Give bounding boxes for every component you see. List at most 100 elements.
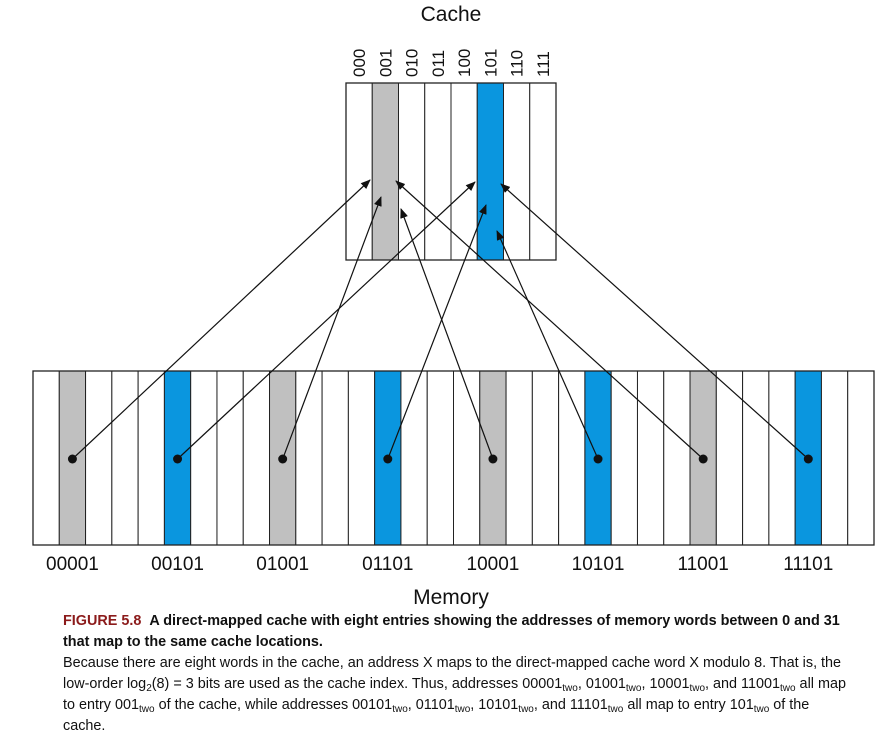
subscript-two: two bbox=[607, 704, 624, 715]
memory-title: Memory bbox=[413, 586, 489, 609]
mapping-arrow bbox=[496, 230, 599, 460]
memory-word bbox=[85, 370, 113, 546]
cache-entry-010 bbox=[398, 82, 426, 261]
memory-word bbox=[453, 370, 481, 546]
subscript-two: two bbox=[780, 683, 796, 694]
subscript-two: two bbox=[753, 704, 770, 715]
cache-entry-110 bbox=[503, 82, 531, 261]
subscript-two: two bbox=[139, 704, 155, 715]
subscript-two: two bbox=[562, 683, 578, 694]
memory-word-dot bbox=[383, 454, 393, 464]
memory-word bbox=[242, 370, 271, 546]
cache-index-label: 111 bbox=[534, 51, 553, 77]
cache-title: Cache bbox=[421, 3, 482, 26]
memory-address-label: 01001 bbox=[256, 554, 309, 575]
memory-word-dot bbox=[593, 454, 603, 464]
mapping-arrow bbox=[177, 181, 476, 460]
memory-word-dot bbox=[488, 454, 498, 464]
subscript-two: two bbox=[689, 683, 706, 694]
figure-label: FIGURE 5.8 bbox=[63, 613, 142, 629]
mapping-arrow bbox=[400, 208, 494, 460]
mapping-arrow bbox=[395, 180, 704, 460]
memory-address-label: 00001 bbox=[46, 554, 99, 575]
address-text: 10101 bbox=[478, 697, 519, 713]
cache-mapping-diagram: Cache 000 001 010 011 100 101 110 111 00001 0010… bbox=[32, 3, 875, 609]
subscript-two: two bbox=[625, 683, 642, 694]
memory-word bbox=[847, 370, 875, 546]
cache-entry-111 bbox=[529, 82, 557, 261]
memory-word bbox=[715, 370, 744, 546]
caption-text: of the cache, while addresses 00101 bbox=[154, 697, 393, 713]
memory-word bbox=[216, 370, 244, 546]
cache-index-label: 011 bbox=[429, 50, 448, 77]
subscript-2: 2 bbox=[146, 683, 152, 694]
address-text: 10001 bbox=[649, 676, 690, 692]
memory-word bbox=[32, 370, 60, 546]
address-text: 01001 bbox=[585, 676, 626, 692]
caption-text: , and bbox=[533, 697, 570, 713]
memory-address-label: 11001 bbox=[677, 554, 728, 575]
caption-text: Because there are eight words in the cac… bbox=[63, 655, 842, 692]
cache-index-label: 101 bbox=[481, 49, 500, 77]
cache-index-label: 110 bbox=[508, 50, 527, 77]
cache-index-label: 010 bbox=[403, 49, 422, 77]
caption-heading: A direct-mapped cache with eight entries… bbox=[63, 613, 840, 650]
memory-outline bbox=[32, 370, 875, 546]
subscript-two: two bbox=[454, 704, 471, 715]
caption-text: (8) = 3 bits are used as the cache index… bbox=[151, 676, 563, 692]
memory-address-label: 11101 bbox=[783, 554, 833, 575]
cache-entry-011 bbox=[424, 82, 452, 261]
mapping-arrow bbox=[500, 183, 809, 460]
memory-word bbox=[111, 370, 139, 546]
memory-word bbox=[295, 370, 323, 546]
memory-address-label: 10001 bbox=[467, 554, 520, 575]
cache-index-label: 001 bbox=[376, 49, 395, 77]
memory-word-dot bbox=[173, 454, 183, 464]
memory-word bbox=[558, 370, 586, 546]
memory-word bbox=[768, 370, 796, 546]
cache-index-labels: 000 001 010 011 100 101 110 111 bbox=[350, 49, 553, 77]
caption-text: , bbox=[407, 697, 416, 713]
memory-word bbox=[610, 370, 638, 546]
caption-text: , bbox=[641, 676, 650, 692]
caption-text: , and bbox=[705, 676, 742, 692]
memory-word bbox=[400, 370, 428, 546]
mapping-arrows bbox=[67, 179, 813, 464]
address-text: 11001 bbox=[741, 676, 780, 692]
caption-text: , bbox=[470, 697, 479, 713]
mapping-arrow bbox=[72, 179, 371, 460]
memory-address-label: 00101 bbox=[151, 554, 204, 575]
memory-address-label: 10101 bbox=[572, 554, 625, 575]
memory-word bbox=[505, 370, 533, 546]
caption-text: , bbox=[577, 676, 586, 692]
address-text: 01101 bbox=[415, 697, 455, 713]
address-text: 11101 bbox=[569, 697, 608, 713]
memory-word bbox=[321, 370, 349, 546]
caption-text: all map to entry 101 bbox=[623, 697, 754, 713]
memory-word-dot bbox=[278, 454, 288, 464]
cache-index-label: 000 bbox=[350, 49, 369, 77]
memory-word bbox=[137, 370, 165, 546]
memory-word bbox=[426, 370, 454, 546]
caption-heading-block: FIGURE 5.8 A direct-mapped cache with eig… bbox=[63, 611, 853, 653]
cache-entry-000 bbox=[345, 82, 373, 261]
cache-entry-100 bbox=[450, 82, 478, 261]
caption-body: Because there are eight words in the cac… bbox=[63, 653, 853, 737]
subscript-two: two bbox=[392, 704, 408, 715]
memory-word bbox=[190, 370, 218, 546]
cache-outline bbox=[345, 82, 557, 261]
mapping-arrow bbox=[282, 196, 382, 460]
memory-word bbox=[663, 370, 691, 546]
figure-caption: FIGURE 5.8 A direct-mapped cache with eig… bbox=[63, 611, 853, 737]
subscript-two: two bbox=[518, 704, 534, 715]
cache-index-label: 100 bbox=[455, 49, 474, 77]
memory-word bbox=[636, 370, 665, 546]
memory-address-labels: 00001 00101 01001 01101 10001 10101 11001 11101 bbox=[46, 554, 833, 575]
cache-entry-101 bbox=[476, 82, 504, 261]
memory-word-dot bbox=[803, 454, 813, 464]
cache-block bbox=[345, 82, 557, 261]
memory-word bbox=[742, 370, 770, 546]
memory-word bbox=[531, 370, 560, 546]
memory-address-label: 01101 bbox=[362, 554, 413, 575]
memory-word-dot bbox=[67, 454, 77, 464]
